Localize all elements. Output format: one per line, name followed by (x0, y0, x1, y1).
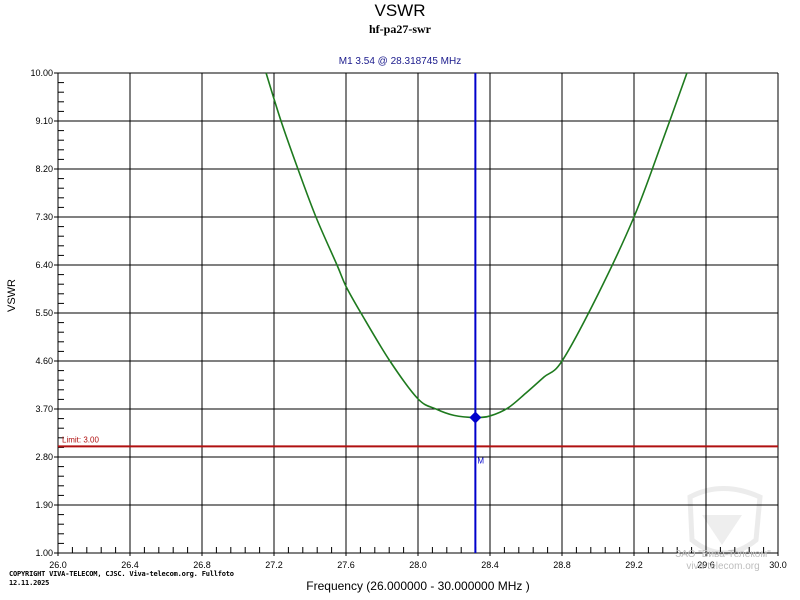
x-tick-label: 28.8 (553, 560, 571, 570)
x-tick-label: 26.8 (193, 560, 211, 570)
y-tick-label: 10.00 (30, 68, 53, 78)
marker-m1[interactable]: M (469, 73, 484, 553)
axis-ticks (58, 82, 765, 553)
marker-readout: M1 3.54 @ 28.318745 MHz (338, 56, 462, 67)
y-tick-label: 2.80 (35, 452, 53, 462)
x-tick-label: 30.0 (769, 560, 787, 570)
x-tick-label: 29.6 (697, 560, 715, 570)
watermark-url: viva-telecom.org (686, 561, 760, 572)
x-tick-label: 26.0 (49, 560, 67, 570)
shield-logo-watermark (687, 486, 763, 556)
marker-label: M (477, 456, 484, 465)
x-tick-label: 28.4 (481, 560, 499, 570)
y-axis-label: VSWR (6, 279, 18, 312)
grid-lines (54, 72, 779, 556)
x-tick-label: 27.6 (337, 560, 355, 570)
y-tick-label: 5.50 (35, 308, 53, 318)
x-axis-label: Frequency (26.000000 - 30.000000 MHz ) (306, 579, 530, 593)
y-tick-label: 1.00 (35, 548, 53, 558)
chart-title: VSWR (374, 1, 426, 20)
marker-diamond-icon[interactable] (469, 411, 482, 424)
y-tick-label: 8.20 (35, 164, 53, 174)
y-tick-label: 7.30 (35, 212, 53, 222)
x-tick-labels: 26.0 26.4 26.8 27.2 27.6 28.0 28.4 28.8 29.2 29.6… (49, 560, 787, 570)
watermark-text: ЗАО "Вива-Телеком" viva-telecom.org (668, 549, 778, 573)
watermark-company: ЗАО "Вива-Телеком" (675, 549, 771, 560)
y-tick-label: 4.60 (35, 356, 53, 366)
y-tick-label: 6.40 (35, 260, 53, 270)
y-tick-labels: 1.00 1.90 2.80 3.70 4.60 5.50 6.40 7.30 8.20 9.10… (30, 68, 53, 558)
limit-label: Limit: 3.00 (62, 435, 99, 444)
y-tick-label: 9.10 (35, 116, 53, 126)
x-tick-label: 27.2 (265, 560, 283, 570)
x-tick-label: 26.4 (121, 560, 139, 570)
copyright-date: 12.11.2025 (9, 579, 50, 587)
vswr-trace (265, 72, 688, 419)
y-tick-label: 1.90 (35, 500, 53, 510)
x-tick-label: 28.0 (409, 560, 427, 570)
chart-subtitle: hf-pa27-swr (369, 22, 431, 36)
copyright-line: COPYRIGHT VIVA-TELECOM, CJSC. Viva-telec… (9, 570, 234, 578)
y-tick-label: 3.70 (35, 404, 53, 414)
limit-line: Limit: 3.00 (58, 435, 778, 448)
x-tick-label: 29.2 (625, 560, 643, 570)
copyright-text: COPYRIGHT VIVA-TELECOM, CJSC. Viva-telec… (9, 570, 234, 588)
